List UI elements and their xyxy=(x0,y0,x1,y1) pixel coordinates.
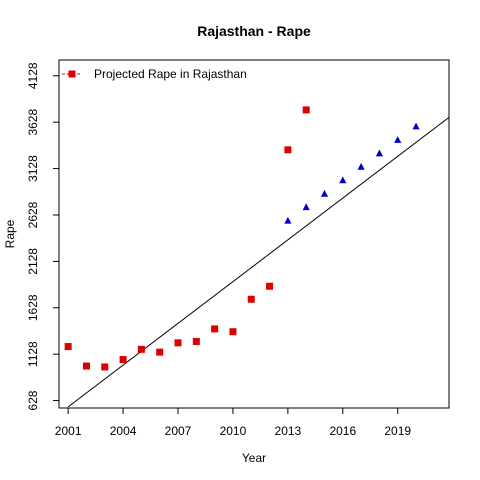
x-tick-label: 2016 xyxy=(329,424,356,438)
trend-line xyxy=(67,116,450,408)
y-axis: 628 1128 1628 2128 2628 3128 3628 4128 xyxy=(26,62,59,411)
data-point-square xyxy=(266,282,274,290)
x-axis: 2001 2004 2007 2010 2013 2016 2019 xyxy=(55,408,411,438)
data-point-square xyxy=(247,295,255,303)
data-point-square xyxy=(229,328,237,336)
data-point-triangle xyxy=(320,189,329,197)
y-tick-label: 2628 xyxy=(26,201,40,228)
data-point-triangle xyxy=(375,149,384,157)
y-tick-label: 2128 xyxy=(26,248,40,275)
y-axis-label: Rape xyxy=(3,219,17,248)
y-tick-label: 3128 xyxy=(26,155,40,182)
legend-label: Projected Rape in Rajasthan xyxy=(94,67,247,81)
x-tick-label: 2010 xyxy=(220,424,247,438)
plot-frame xyxy=(58,59,450,409)
data-point-square xyxy=(156,348,164,356)
x-tick-label: 2007 xyxy=(165,424,192,438)
data-point-square xyxy=(211,325,219,333)
fit-line-layer xyxy=(67,116,450,408)
data-point-square xyxy=(64,343,72,351)
chart-title: Rajasthan - Rape xyxy=(197,23,311,39)
data-point-triangle xyxy=(339,176,347,184)
y-tick-label: 628 xyxy=(26,390,40,410)
data-point-square xyxy=(192,337,200,345)
x-tick-label: 2001 xyxy=(55,424,82,438)
data-point-square xyxy=(174,339,182,347)
x-tick-label: 2004 xyxy=(110,424,137,438)
data-point-square xyxy=(137,345,145,353)
y-tick-label: 3628 xyxy=(26,109,40,136)
data-point-square xyxy=(101,363,109,371)
legend: Projected Rape in Rajasthan xyxy=(62,67,247,81)
data-point-triangle xyxy=(302,203,310,211)
data-point-triangle xyxy=(357,162,365,170)
data-point-square xyxy=(82,362,90,370)
data-point-square xyxy=(284,146,292,154)
data-point-triangle xyxy=(412,122,420,130)
x-tick-label: 2019 xyxy=(384,424,411,438)
x-axis-label: Year xyxy=(242,451,266,465)
data-point-square xyxy=(302,106,310,114)
x-tick-label: 2013 xyxy=(275,424,302,438)
y-tick-label: 1628 xyxy=(26,294,40,321)
data-point-triangle xyxy=(284,216,292,224)
y-tick-label: 4128 xyxy=(26,62,40,89)
data-point-square xyxy=(119,356,127,364)
data-point-triangle xyxy=(394,136,402,143)
legend-marker xyxy=(68,70,76,78)
y-tick-label: 1128 xyxy=(26,341,40,367)
points-layer xyxy=(64,106,420,371)
